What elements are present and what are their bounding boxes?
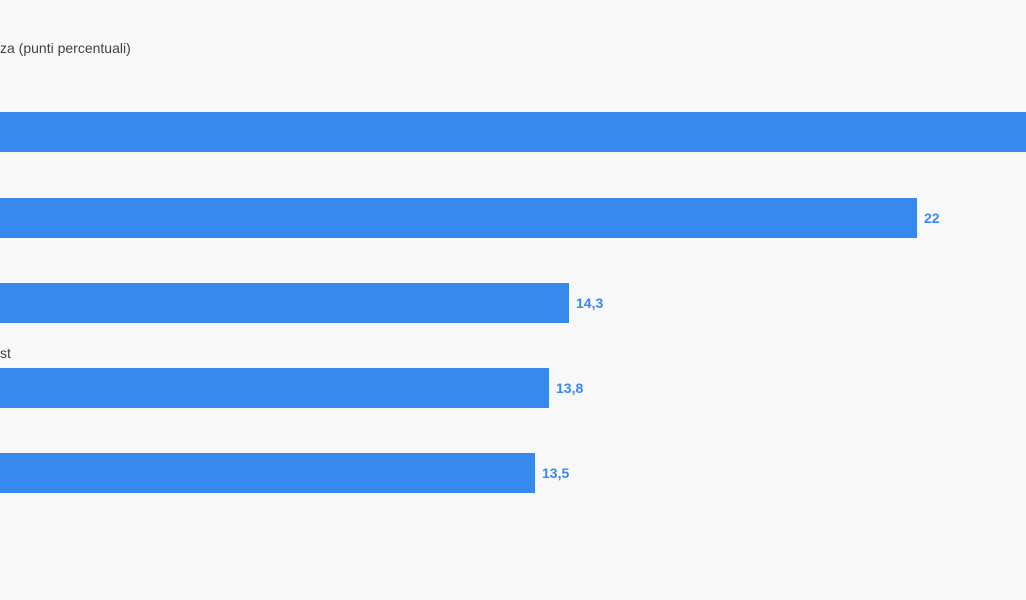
bar[interactable] <box>0 368 549 408</box>
bar-row: 22 <box>0 198 1026 238</box>
bar-value-label: 13,8 <box>556 380 584 396</box>
bar-value-label: 13,5 <box>542 465 570 481</box>
chart-subtitle: za (punti percentuali) <box>0 40 131 56</box>
bar[interactable] <box>0 453 535 493</box>
bar-row <box>0 112 1026 152</box>
bar-value-label: 14,3 <box>576 295 604 311</box>
bar[interactable] <box>0 283 569 323</box>
bar-row: 13,5 <box>0 453 1026 493</box>
bar[interactable] <box>0 112 1026 152</box>
bar-row: 14,3 <box>0 283 1026 323</box>
bar-value-label: 22 <box>924 210 940 226</box>
bar[interactable] <box>0 198 917 238</box>
category-label: st <box>0 345 11 361</box>
bar-row: 13,8 <box>0 368 1026 408</box>
